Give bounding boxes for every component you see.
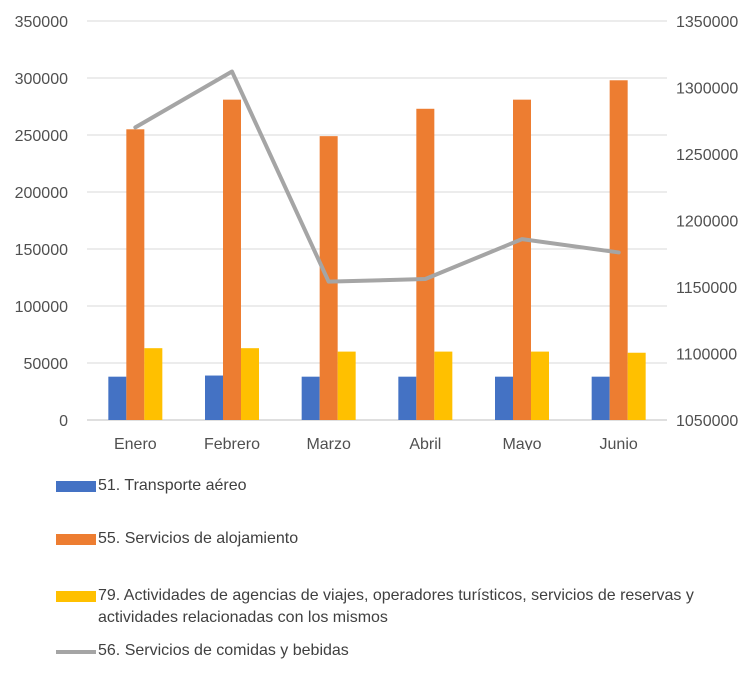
bar — [416, 108, 435, 420]
legend-label-transporte: 51. Transporte aéreo — [98, 477, 247, 494]
y2-tick-label: 1350000 — [676, 14, 738, 31]
series-line — [133, 69, 621, 284]
chart: 0 50000 100000 150000 200000 250000 300000 3500… — [15, 14, 739, 450]
x-tick-label: Marzo — [306, 436, 351, 450]
legend-label-alojamiento: 55. Servicios de alojamiento — [98, 530, 299, 547]
bar — [531, 351, 549, 420]
bar — [434, 351, 453, 420]
x-tick-label: Abril — [409, 436, 441, 450]
bar — [241, 348, 259, 420]
legend-label-comidas: 56. Servicios de comidas y bebidas — [98, 642, 349, 659]
bar — [301, 376, 320, 420]
bar — [495, 376, 513, 420]
y2-tick-label: 1050000 — [676, 413, 738, 430]
y-tick-label: 150000 — [15, 242, 68, 259]
legend-swatch-comidas — [56, 650, 96, 654]
y2-tick-label: 1300000 — [676, 81, 738, 98]
bar — [591, 376, 610, 420]
bar — [108, 376, 127, 420]
bar — [398, 376, 417, 420]
y-axis-right-ticks: 1050000 1100000 1150000 1200000 1250000 13000… — [676, 14, 738, 430]
legend-item-comidas: 56. Servicios de comidas y bebidas — [56, 640, 738, 662]
legend-item-transporte: 51. Transporte aéreo — [56, 475, 738, 497]
bar — [337, 351, 356, 420]
legend-label-agencias: 79. Actividades de agencias de viajes, o… — [98, 587, 694, 626]
x-tick-label: Junio — [600, 436, 638, 450]
legend-item-alojamiento: 55. Servicios de alojamiento — [56, 528, 738, 550]
legend-swatch-agencias — [56, 591, 96, 602]
legend-swatch-alojamiento — [56, 534, 96, 545]
bar — [609, 80, 628, 420]
x-axis-ticks: Enero Febrero Marzo Abril Mayo Junio — [114, 436, 638, 450]
bar — [144, 348, 163, 420]
gridlines — [87, 20, 667, 421]
y-axis-left-ticks: 0 50000 100000 150000 200000 250000 300000 3500… — [15, 14, 68, 430]
bar — [627, 352, 646, 420]
line-series — [133, 69, 621, 284]
x-tick-label: Mayo — [502, 436, 541, 450]
y2-tick-label: 1100000 — [676, 347, 737, 364]
y-tick-label: 250000 — [15, 128, 68, 145]
y2-tick-label: 1150000 — [676, 280, 737, 297]
legend-swatch-transporte — [56, 481, 96, 492]
y2-tick-label: 1200000 — [676, 214, 738, 231]
bar — [513, 99, 531, 420]
y2-tick-label: 1250000 — [676, 147, 738, 164]
bars — [108, 80, 646, 421]
x-tick-label: Febrero — [204, 436, 260, 450]
legend-item-agencias: 79. Actividades de agencias de viajes, o… — [56, 585, 738, 629]
bar — [205, 375, 223, 420]
bar — [126, 129, 145, 421]
y-tick-label: 100000 — [15, 299, 68, 316]
y-tick-label: 200000 — [15, 185, 68, 202]
bar — [223, 99, 241, 420]
y-tick-label: 300000 — [15, 71, 68, 88]
legend: 51. Transporte aéreo 55. Servicios de al… — [0, 450, 754, 678]
y-tick-label: 0 — [59, 413, 68, 430]
y-tick-label: 350000 — [15, 14, 68, 31]
x-tick-label: Enero — [114, 436, 157, 450]
y-tick-label: 50000 — [24, 356, 69, 373]
